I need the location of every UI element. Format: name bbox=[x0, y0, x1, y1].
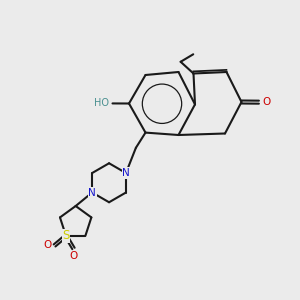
Text: O: O bbox=[69, 251, 78, 262]
Text: N: N bbox=[88, 188, 96, 197]
Text: HO: HO bbox=[94, 98, 109, 108]
Text: N: N bbox=[122, 168, 130, 178]
Text: S: S bbox=[62, 230, 70, 242]
Text: O: O bbox=[43, 241, 52, 250]
Text: O: O bbox=[262, 97, 271, 107]
